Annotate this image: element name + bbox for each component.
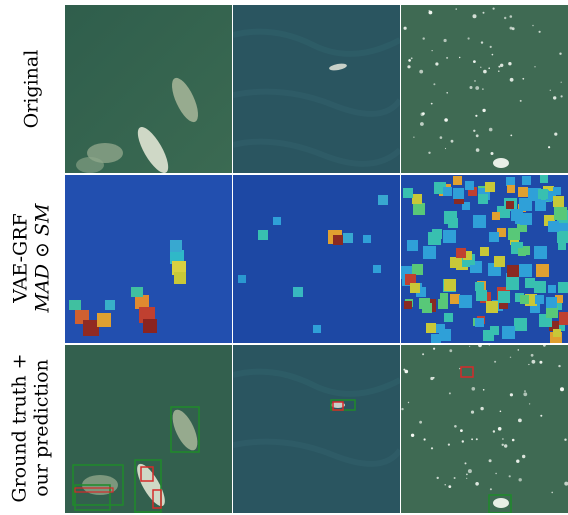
prediction-box — [140, 466, 154, 482]
row-label-mad-sm-text: MAD ⊙ SM — [31, 203, 54, 313]
original-image-1 — [65, 5, 232, 173]
prediction-image-2 — [233, 345, 400, 513]
prediction-box — [74, 487, 114, 493]
row-label-vae-grf-text: VAE-GRF — [9, 213, 32, 303]
prediction-image-3 — [401, 345, 568, 513]
ground-truth-box — [74, 484, 111, 511]
row-label-ground-truth-text: Ground truth + — [9, 353, 32, 503]
ground-truth-box — [488, 494, 512, 513]
prediction-box — [332, 401, 344, 411]
prediction-image-1 — [65, 345, 232, 513]
prediction-box — [460, 366, 474, 378]
ground-truth-box — [134, 459, 162, 513]
figure-grid — [65, 5, 568, 513]
prediction-box — [152, 489, 162, 509]
row-label-original-text: Original — [20, 49, 42, 129]
row-label-our-prediction-text: our prediction — [31, 359, 54, 497]
row-label-vae-grf: VAE-GRF MAD ⊙ SM — [0, 173, 62, 343]
heatmap-3 — [401, 175, 568, 343]
row-label-ground-truth: Ground truth + our prediction — [0, 343, 62, 513]
ground-truth-box — [170, 406, 200, 453]
ground-truth-box — [72, 464, 124, 506]
original-image-3 — [401, 5, 568, 173]
original-image-2 — [233, 5, 400, 173]
heatmap-1 — [65, 175, 232, 343]
heatmap-2 — [233, 175, 400, 343]
row-label-original: Original — [0, 5, 62, 173]
